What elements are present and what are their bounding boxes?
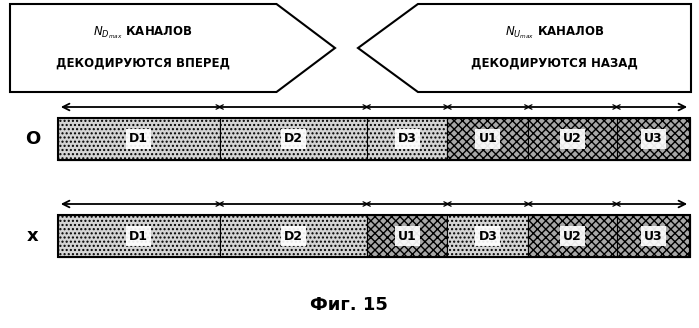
Text: ДЕКОДИРУЮТСЯ НАЗАД: ДЕКОДИРУЮТСЯ НАЗАД [471, 56, 638, 70]
Text: U2: U2 [563, 230, 582, 242]
Text: D1: D1 [129, 133, 148, 146]
FancyBboxPatch shape [447, 215, 528, 257]
FancyBboxPatch shape [617, 215, 690, 257]
FancyBboxPatch shape [617, 118, 690, 160]
Text: D2: D2 [284, 230, 303, 242]
FancyBboxPatch shape [219, 118, 367, 160]
Text: U3: U3 [644, 230, 663, 242]
Text: Фиг. 15: Фиг. 15 [310, 296, 388, 314]
Polygon shape [358, 4, 691, 92]
FancyBboxPatch shape [367, 215, 447, 257]
Text: $N_{D_{max}}$ КАНАЛОВ: $N_{D_{max}}$ КАНАЛОВ [94, 25, 193, 41]
Text: U1: U1 [479, 133, 497, 146]
FancyBboxPatch shape [58, 118, 219, 160]
Text: U2: U2 [563, 133, 582, 146]
FancyBboxPatch shape [367, 118, 447, 160]
Text: U3: U3 [644, 133, 663, 146]
FancyBboxPatch shape [58, 215, 219, 257]
Text: D3: D3 [479, 230, 498, 242]
Text: D3: D3 [398, 133, 417, 146]
FancyBboxPatch shape [528, 215, 617, 257]
FancyBboxPatch shape [219, 215, 367, 257]
Text: D2: D2 [284, 133, 303, 146]
FancyBboxPatch shape [528, 118, 617, 160]
Text: U1: U1 [398, 230, 417, 242]
FancyBboxPatch shape [447, 118, 528, 160]
Polygon shape [10, 4, 335, 92]
Text: ДЕКОДИРУЮТСЯ ВПЕРЕД: ДЕКОДИРУЮТСЯ ВПЕРЕД [56, 56, 230, 70]
Text: $N_{U_{max}}$ КАНАЛОВ: $N_{U_{max}}$ КАНАЛОВ [505, 25, 604, 41]
Text: О: О [25, 130, 41, 148]
Text: D1: D1 [129, 230, 148, 242]
Text: х: х [27, 227, 39, 245]
